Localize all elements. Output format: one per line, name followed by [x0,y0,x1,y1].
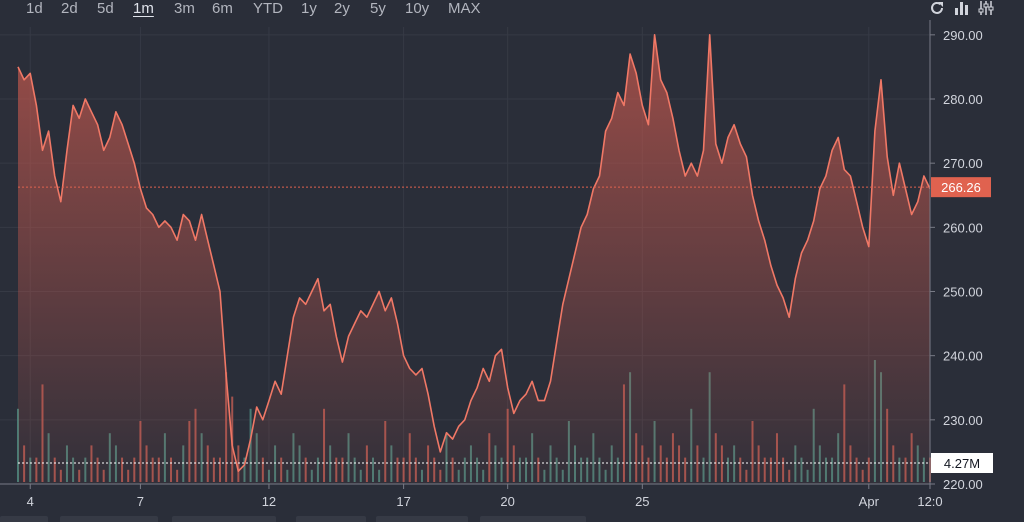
x-tick-label: Apr [859,494,880,509]
bar-chart-icon[interactable] [954,0,970,16]
x-axis: 4 7 12 17 20 25 Apr 12:0 [0,483,943,509]
y-axis: 290.00 280.00 270.00 260.00 250.00 240.00 230.… [929,20,983,492]
range-button-2d[interactable]: 2d [61,0,78,17]
range-toolbar: 1d 2d 5d 1m 3m 6m YTD 1y 2y 5y 10y MAX [0,0,1024,20]
strip-tab[interactable] [0,516,48,522]
range-button-max[interactable]: MAX [448,0,481,17]
y-tick-label: 280.00 [943,92,983,107]
overlay-lines: 266.26 4.27M [18,177,993,473]
price-area [17,34,931,485]
strip-tab[interactable] [172,516,276,522]
x-tick-label: 17 [396,494,410,509]
range-button-2y[interactable]: 2y [334,0,350,17]
range-button-6m[interactable]: 6m [212,0,233,17]
x-tick-label: 12 [262,494,276,509]
volume-label: 4.27M [944,456,980,471]
x-tick-label: 7 [137,494,144,509]
range-button-5d[interactable]: 5d [97,0,114,17]
price-series-line [17,34,931,472]
settings-sliders-icon[interactable] [978,0,994,16]
range-button-1d[interactable]: 1d [26,0,43,17]
bottom-navigator-strip [0,514,1024,522]
x-tick-label: 4 [27,494,34,509]
range-button-ytd[interactable]: YTD [253,0,283,17]
range-button-5y[interactable]: 5y [370,0,386,17]
refresh-icon[interactable] [929,0,945,16]
y-tick-label: 290.00 [943,28,983,43]
strip-tab[interactable] [60,516,158,522]
strip-tab[interactable] [296,516,366,522]
volume-label-bg [931,453,993,473]
range-button-10y[interactable]: 10y [405,0,430,17]
last-price-label-bg [931,177,991,198]
y-tick-label: 220.00 [943,477,983,492]
y-tick-label: 270.00 [943,156,983,171]
volume-bar [237,445,240,482]
strip-tab[interactable] [376,516,468,522]
x-tick-label: 20 [500,494,514,509]
last-price-label: 266.26 [941,180,981,195]
price-area-fill [18,34,930,485]
y-tick-label: 230.00 [943,413,983,428]
strip-tab[interactable] [480,516,586,522]
y-tick-label: 250.00 [943,285,983,300]
range-button-1y[interactable]: 1y [301,0,317,17]
range-button-3m[interactable]: 3m [174,0,195,17]
y-tick-label: 240.00 [943,349,983,364]
y-tick-label: 260.00 [943,220,983,235]
range-button-1m[interactable]: 1m [133,0,154,17]
x-tick-label: 25 [635,494,649,509]
x-tick-label: 12:0 [917,494,942,509]
